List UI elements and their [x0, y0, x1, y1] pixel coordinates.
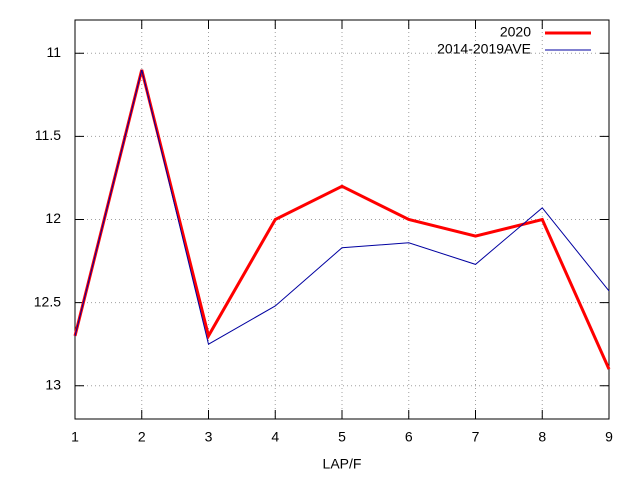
x-tick-label: 4 — [271, 429, 279, 445]
y-tick-label: 13 — [45, 376, 61, 392]
x-tick-label: 2 — [138, 429, 146, 445]
x-tick-label: 6 — [405, 429, 413, 445]
x-tick-label: 3 — [205, 429, 213, 445]
y-tick-label: 12.5 — [34, 293, 61, 309]
legend-label: 2020 — [500, 24, 531, 40]
y-tick-label: 11 — [46, 44, 61, 60]
x-tick-label: 5 — [338, 429, 346, 445]
x-tick-label: 7 — [472, 429, 480, 445]
x-tick-label: 1 — [71, 429, 79, 445]
series-line — [73, 69, 611, 370]
y-tick-label: 11.5 — [35, 127, 61, 143]
legend-label: 2014-2019AVE — [437, 41, 531, 57]
plot-frame — [74, 19, 610, 420]
x-axis-label: LAP/F — [323, 456, 362, 472]
series-line — [74, 69, 610, 345]
x-tick-label: 9 — [605, 429, 613, 445]
x-tick-label: 8 — [538, 429, 546, 445]
y-tick-label: 12 — [45, 210, 61, 226]
